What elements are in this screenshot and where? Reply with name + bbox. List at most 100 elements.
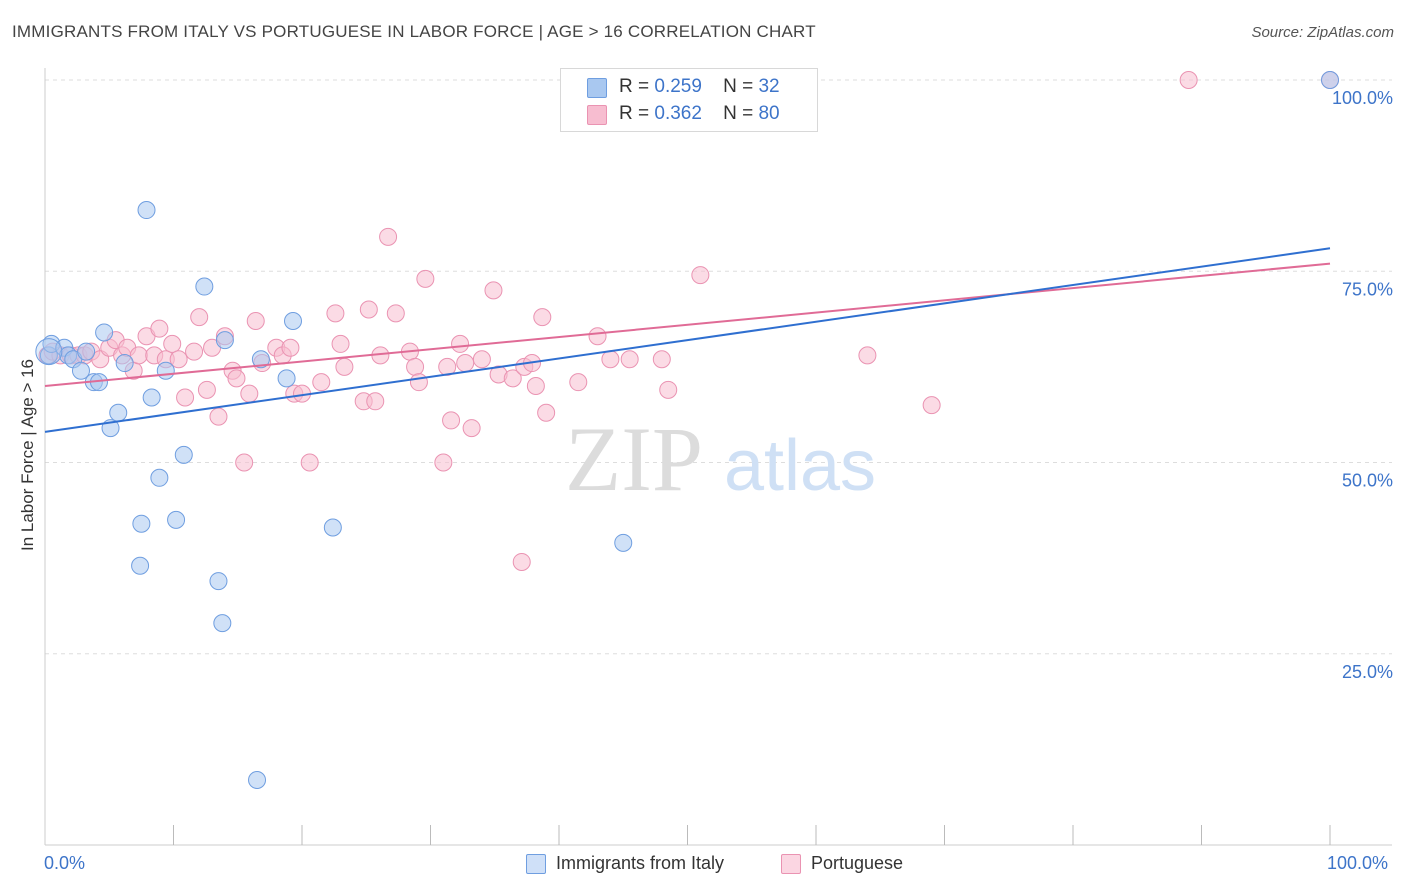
chart-title: IMMIGRANTS FROM ITALY VS PORTUGUESE IN L… [12,22,816,41]
data-point [156,361,175,380]
data-point [71,361,90,380]
data-point [209,572,228,591]
watermark-zip: ZIP [565,408,703,510]
x-tick-label-min: 0.0% [44,853,86,873]
data-point [195,277,214,296]
data-point [277,369,296,388]
data-point [132,514,151,533]
data-point [131,556,150,575]
axes [44,68,1392,846]
series-legend: Immigrants from Italy Portuguese [0,852,1406,876]
data-point [484,281,503,300]
data-point [614,533,633,552]
data-point [366,392,385,411]
series-italy-points [35,71,1339,789]
watermark-atlas: atlas [724,426,876,506]
data-point [95,323,114,342]
data-point [167,510,186,529]
y-tick-label: 75.0% [1342,279,1393,299]
data-point [569,373,588,392]
data-point [409,373,428,392]
data-point [442,411,461,430]
data-point [312,373,331,392]
source-credit: Source: ZipAtlas.com [1251,24,1394,41]
data-point-cluster [35,338,63,366]
data-point [331,334,350,353]
data-point [472,350,491,369]
trend-line-italy [44,247,1331,433]
data-point [240,384,259,403]
data-point [503,369,522,388]
legend-r-label: R = [619,103,650,124]
data-point [246,311,265,330]
data-point [537,403,556,422]
legend-n-label: N = [723,103,754,124]
y-tick-labels: 25.0% 50.0% 75.0% 100.0% [1332,88,1393,682]
data-point [659,380,678,399]
data-point [300,453,319,472]
data-point [185,342,204,361]
data-point [213,614,232,633]
data-point [281,338,300,357]
data-point [284,311,303,330]
data-point [406,357,425,376]
y-tick-label: 25.0% [1342,662,1393,682]
data-point [526,377,545,395]
data-point [434,453,453,472]
data-point [150,468,169,487]
data-point [601,350,620,369]
data-point [150,319,169,338]
data-point [379,227,398,246]
data-point [1179,71,1198,89]
data-point [922,396,941,415]
data-point [209,407,228,426]
data-point [115,354,134,373]
data-point [359,300,378,319]
data-point [386,304,405,323]
stats-legend: R = 0.259 N = 32 R = 0.362 N = 80 [560,68,818,132]
data-point [620,350,639,369]
data-point [326,304,345,323]
legend-label-portuguese: Portuguese [811,853,904,873]
legend-swatch-italy [587,78,607,98]
data-point [335,357,354,376]
data-point [174,445,193,464]
data-point [137,201,156,220]
data-point [512,552,531,571]
data-point [858,346,877,365]
data-point [169,350,188,369]
data-point [691,266,710,285]
data-point [227,369,246,388]
data-point [588,327,607,346]
legend-n-label: N = [723,76,754,97]
legend-swatch-portuguese [587,105,607,125]
data-point [176,388,195,407]
legend-text-italy: R = 0.259 N = 32 [619,76,780,98]
legend-r-label: R = [619,76,650,97]
data-point [1321,71,1339,89]
data-point [251,350,270,369]
watermark: ZIP atlas [565,408,876,510]
legend-swatch-italy [526,854,546,874]
legend-label-italy: Immigrants from Italy [556,853,725,873]
data-point [215,331,234,350]
data-point [77,342,96,361]
data-point [190,308,209,327]
data-point [109,403,128,422]
data-point [416,269,435,288]
data-point [197,380,216,399]
legend-r-value: 0.362 [654,103,702,124]
y-tick-label: 50.0% [1342,471,1393,491]
y-tick-label: 100.0% [1332,88,1393,108]
data-point [456,354,475,373]
data-point [163,334,182,353]
data-point [142,388,161,407]
data-point [235,453,254,472]
trend-lines [44,247,1331,433]
data-point [451,334,470,353]
data-point [248,770,267,789]
legend-n-value: 32 [758,76,780,97]
data-point [323,518,342,537]
data-point [533,308,552,327]
